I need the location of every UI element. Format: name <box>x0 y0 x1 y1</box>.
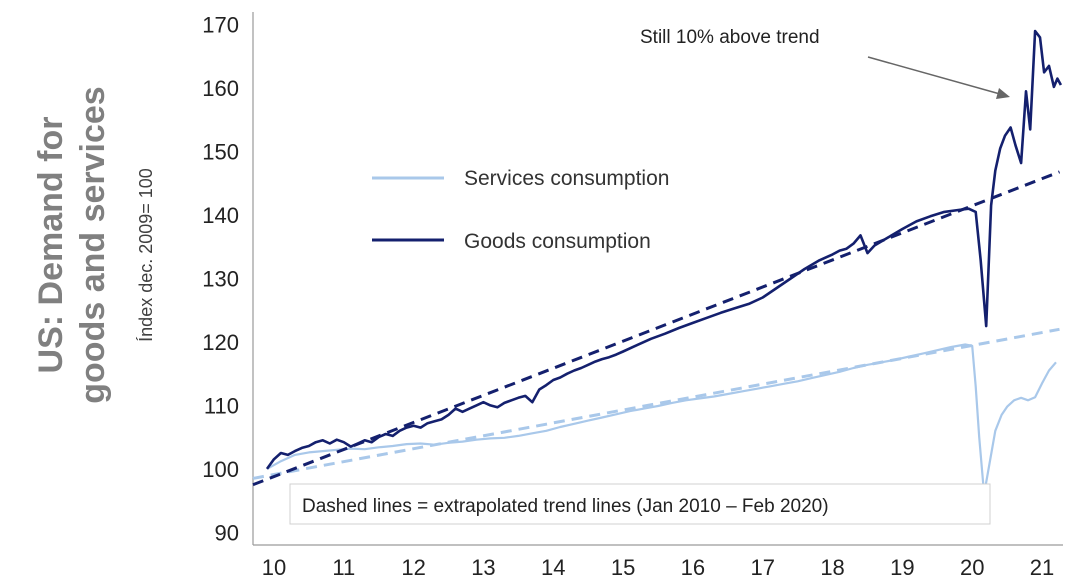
trend-note-box <box>289 483 991 525</box>
x-tick-label: 18 <box>820 555 844 579</box>
y-tick-label: 140 <box>202 203 239 228</box>
annotation: Still 10% above trend <box>640 27 1010 99</box>
y-tick-label: 130 <box>202 267 239 292</box>
x-tick-label: 15 <box>611 555 635 579</box>
y-tick-label: 110 <box>204 393 239 418</box>
series-layer <box>252 29 1063 496</box>
y-tick-label: 150 <box>202 140 239 165</box>
legend: Services consumption Goods consumption <box>372 167 669 253</box>
annotation-text: Still 10% above trend <box>640 27 820 48</box>
x-tick-label: 19 <box>890 555 914 579</box>
x-tick-label: 12 <box>401 555 425 579</box>
trend-note-text: Dashed lines = extrapolated trend lines … <box>302 496 829 517</box>
series-line-services-trend <box>252 327 1060 480</box>
y-ticks: 90 100 110 120 130 140 150 160 170 <box>202 13 239 546</box>
chart-title: US: Demand for goods and services <box>32 86 112 403</box>
series-line-goods-trend <box>252 170 1061 487</box>
x-tick-label: 21 <box>1030 555 1054 579</box>
y-tick-label: 170 <box>202 13 239 38</box>
x-ticks: 10 11 12 13 14 15 16 17 18 19 20 21 <box>262 555 1055 579</box>
x-tick-label: 20 <box>960 555 984 579</box>
x-tick-label: 10 <box>262 555 286 579</box>
chart-title-line-1: US: Demand for <box>32 117 70 374</box>
series-line-services-consumption <box>266 343 1057 496</box>
y-tick-label: 160 <box>202 76 239 101</box>
annotation-arrowhead <box>996 88 1010 99</box>
y-axis-label: Índex dec. 2009= 100 <box>136 168 156 342</box>
trend-note: Dashed lines = extrapolated trend lines … <box>289 483 991 525</box>
x-tick-label: 13 <box>471 555 495 579</box>
x-tick-label: 17 <box>750 555 774 579</box>
series-line-goods-consumption <box>265 29 1063 470</box>
y-tick-label: 120 <box>202 330 239 355</box>
x-tick-label: 14 <box>541 555 565 579</box>
legend-label-goods: Goods consumption <box>464 230 651 253</box>
chart-title-line-2: goods and services <box>74 86 112 403</box>
x-tick-label: 16 <box>681 555 705 579</box>
legend-label-services: Services consumption <box>464 167 669 190</box>
y-tick-label: 100 <box>202 457 239 482</box>
annotation-arrow <box>867 56 1001 95</box>
x-tick-label: 11 <box>332 555 355 579</box>
y-tick-label: 90 <box>215 520 239 545</box>
